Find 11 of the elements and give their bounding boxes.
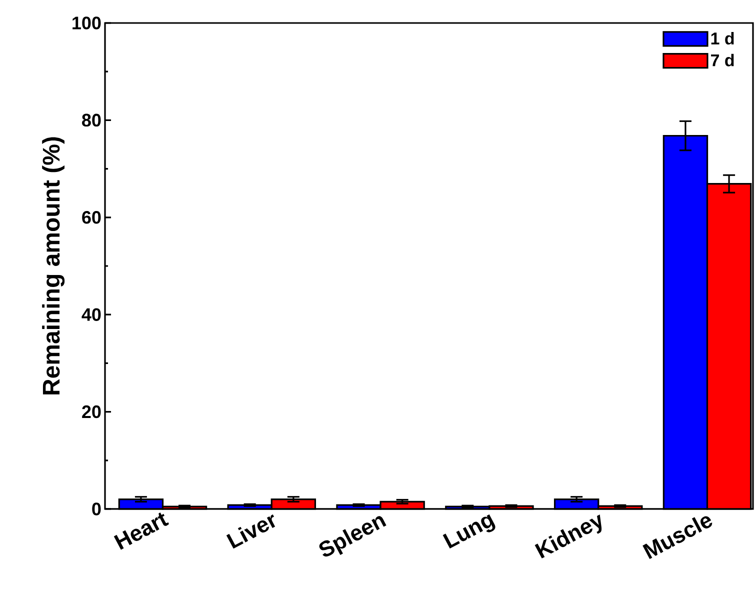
y-tick-label: 60 xyxy=(82,211,101,224)
x-tick-label: Lung xyxy=(442,514,496,549)
y-tick-label: 20 xyxy=(82,405,101,418)
x-tick-label: Liver xyxy=(226,514,276,549)
legend-label: 7 d xyxy=(711,54,734,66)
y-tick-label: 40 xyxy=(82,308,101,321)
y-tick-label: 0 xyxy=(92,502,101,516)
y-axis-title: Remaining amount (%) xyxy=(42,137,65,394)
y-tick-label: 80 xyxy=(82,114,101,127)
y-tick-label: 100 xyxy=(72,16,101,30)
legend-label: 1 d xyxy=(711,32,734,45)
